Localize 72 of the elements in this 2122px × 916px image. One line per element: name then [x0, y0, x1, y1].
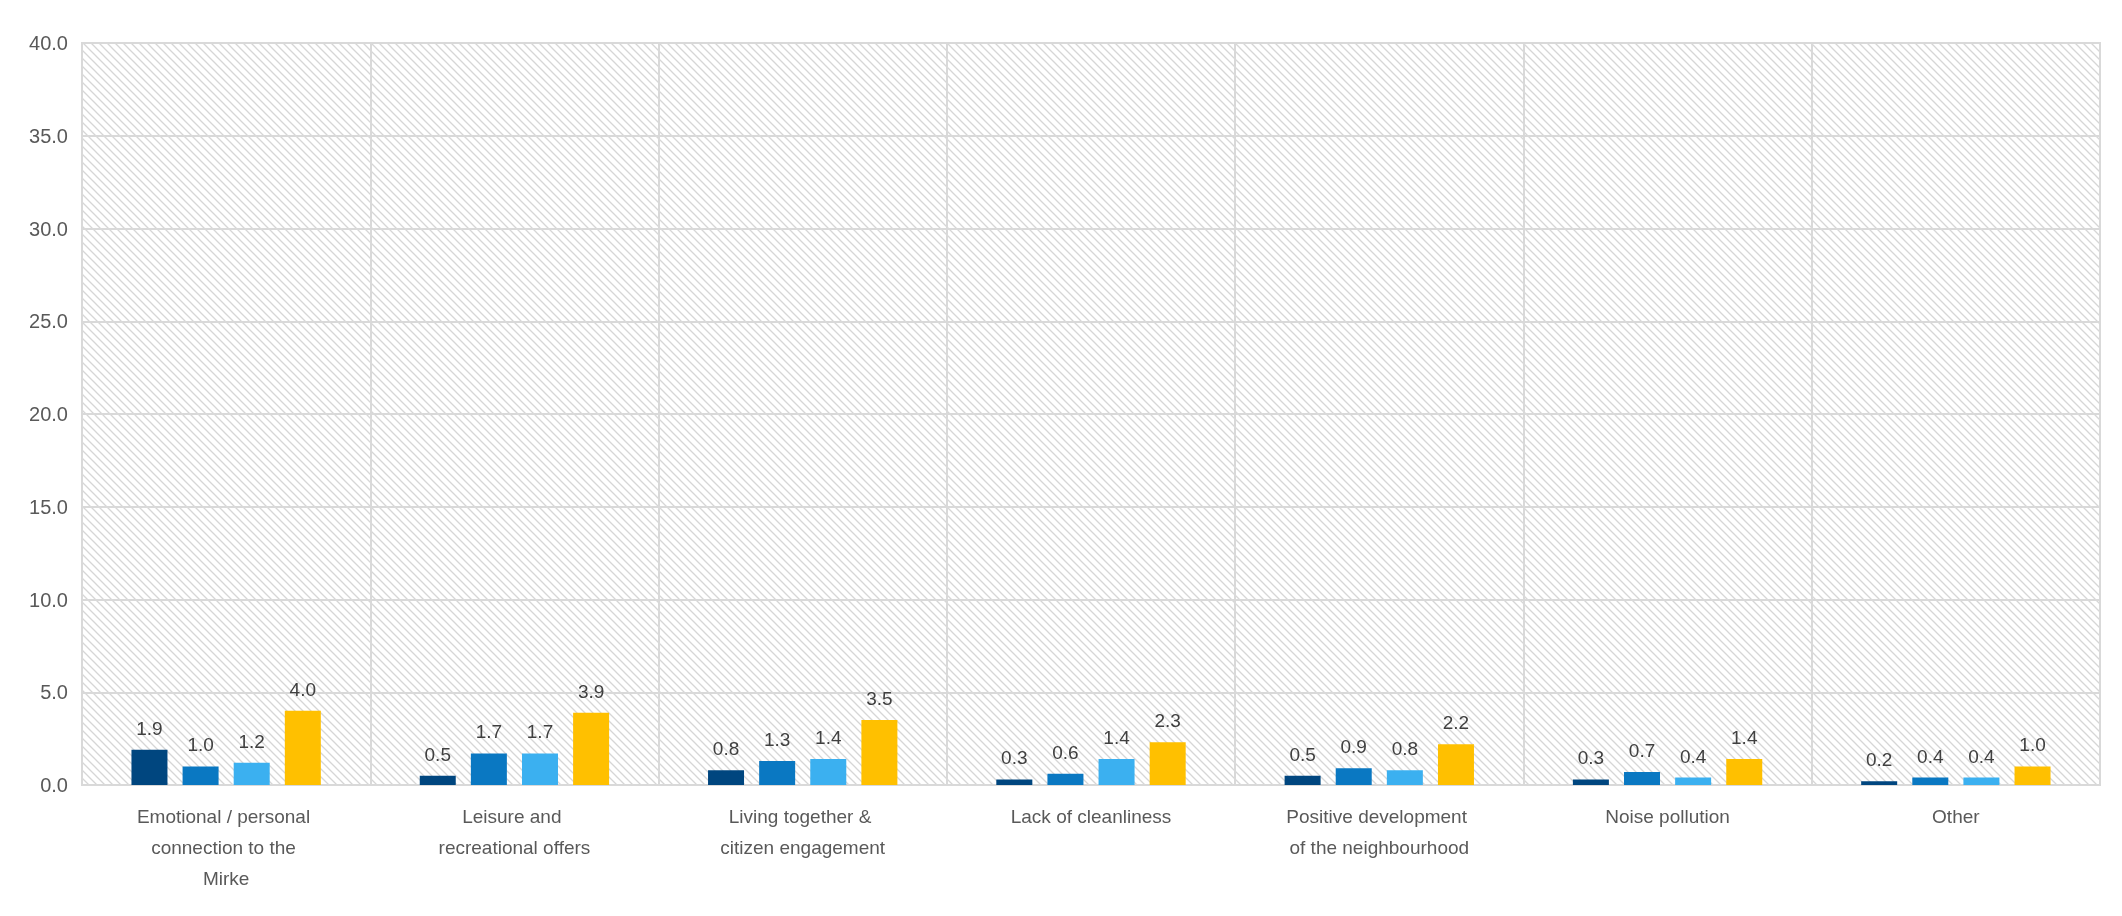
bar — [2014, 766, 2051, 785]
data-label: 4.0 — [289, 678, 317, 700]
data-label: 0.4 — [1917, 745, 1944, 767]
data-label: 1.7 — [526, 721, 554, 743]
bar — [284, 710, 321, 785]
data-label: 0.2 — [1865, 749, 1893, 771]
data-label: 1.9 — [136, 717, 163, 739]
data-label: 0.8 — [712, 738, 740, 760]
data-label: 0.8 — [1391, 738, 1419, 760]
data-label: 0.5 — [424, 743, 451, 765]
bar — [233, 762, 270, 785]
bar — [1149, 742, 1186, 785]
data-label: 1.3 — [763, 728, 791, 750]
bar — [861, 720, 898, 785]
bar — [1386, 770, 1423, 785]
y-tick-label: 40.0 — [29, 32, 68, 54]
y-tick-label: 35.0 — [29, 124, 68, 147]
bar — [1861, 781, 1898, 785]
bar — [470, 753, 507, 785]
bar — [182, 766, 219, 785]
y-tick-label: 25.0 — [29, 310, 68, 333]
data-label: 0.3 — [1577, 747, 1605, 769]
data-label: 2.2 — [1442, 712, 1470, 734]
bar — [521, 753, 558, 785]
data-label: 0.7 — [1628, 740, 1656, 762]
bar — [1437, 744, 1474, 785]
data-label: 1.4 — [1731, 727, 1758, 749]
data-label: 2.3 — [1154, 710, 1181, 732]
data-label: 1.2 — [238, 730, 265, 752]
x-tick-label: Living together & citizen engagement — [720, 806, 886, 858]
bar — [1284, 775, 1321, 785]
data-label: 0.3 — [1001, 747, 1028, 769]
y-tick-label: 5.0 — [40, 681, 68, 704]
data-label: 0.6 — [1052, 741, 1079, 763]
bar — [1912, 777, 1949, 785]
bar — [1098, 759, 1135, 785]
bar — [1726, 759, 1763, 785]
data-label: 3.9 — [577, 680, 605, 702]
data-label: 3.5 — [866, 688, 893, 710]
bar — [419, 775, 456, 785]
data-label: 1.7 — [475, 721, 503, 743]
bar — [1047, 773, 1084, 785]
bar — [131, 749, 168, 785]
bar — [1675, 777, 1712, 785]
bar — [759, 760, 796, 785]
bar — [996, 779, 1033, 785]
data-label: 1.0 — [187, 734, 214, 756]
data-label: 1.4 — [815, 727, 842, 749]
data-label: 1.0 — [2019, 734, 2046, 756]
data-label: 0.4 — [1968, 745, 1996, 767]
bar — [1572, 779, 1609, 785]
bar — [573, 712, 610, 785]
data-label: 0.5 — [1289, 743, 1316, 765]
x-tick-label: Other — [1932, 806, 1981, 827]
data-label: 1.4 — [1103, 727, 1131, 749]
x-tick-label: Lack of cleanliness — [1010, 806, 1172, 827]
data-label: 0.4 — [1679, 745, 1707, 767]
bar — [810, 759, 847, 785]
bar — [1335, 768, 1372, 785]
bar — [1963, 777, 2000, 785]
y-tick-label: 30.0 — [29, 217, 68, 240]
x-tick-label: Positive development of the neighbourhood — [1286, 806, 1473, 858]
y-tick-label: 0.0 — [40, 774, 68, 796]
y-tick-label: 20.0 — [29, 403, 68, 425]
bar — [708, 770, 745, 785]
y-tick-label: 15.0 — [29, 495, 68, 518]
bar — [1624, 772, 1661, 785]
x-tick-label: Leisure and recreational offers — [438, 806, 591, 858]
data-label: 0.9 — [1340, 736, 1367, 758]
y-tick-label: 10.0 — [29, 588, 68, 611]
x-tick-label: Emotional / personal connection to the Mirke — [136, 806, 316, 889]
x-tick-label: Noise pollution — [1605, 806, 1730, 827]
